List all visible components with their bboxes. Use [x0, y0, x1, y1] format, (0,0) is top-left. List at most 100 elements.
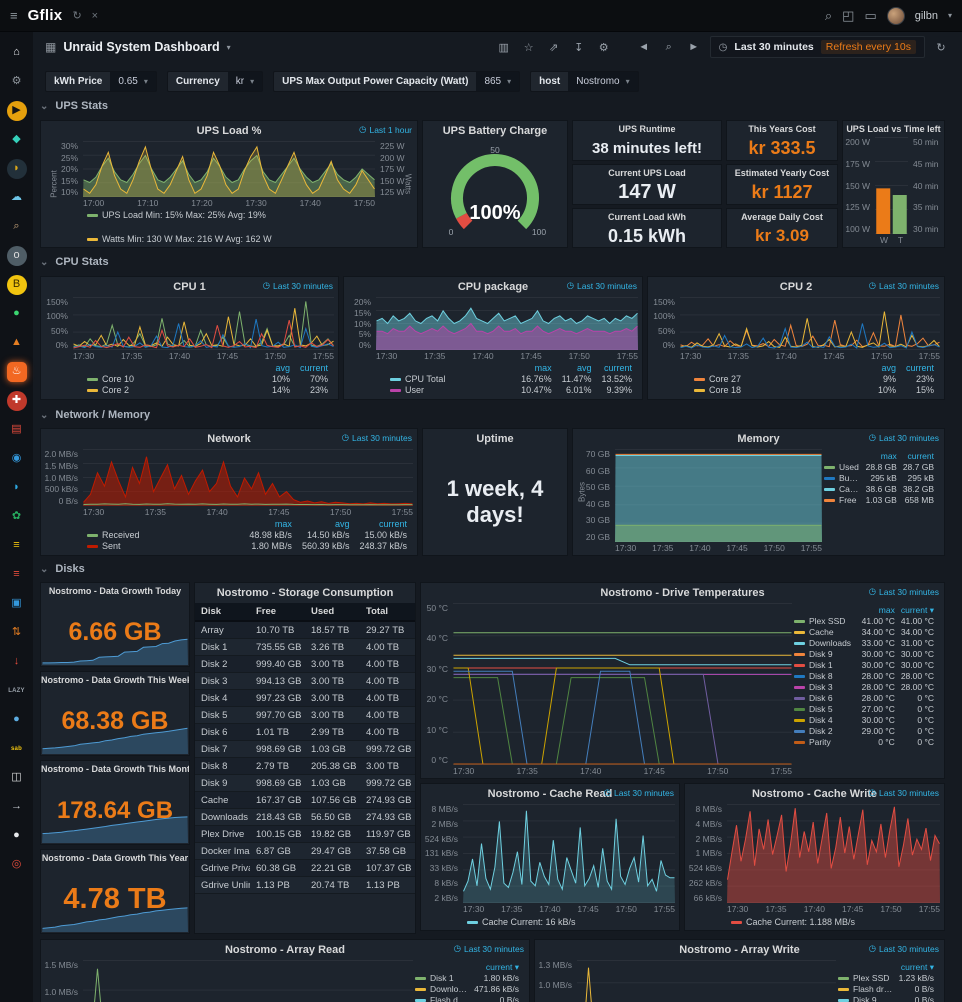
sidebar-item-unraid[interactable]: ♨ [0, 357, 33, 386]
legend-sort-header[interactable]: current [907, 451, 934, 461]
memory-chart[interactable] [615, 449, 822, 542]
legend[interactable]: max avg current CPU Total 16.76% 11.47% 13.52%… [344, 363, 642, 399]
legend-item[interactable]: Parity [794, 737, 856, 748]
variable-currency[interactable]: Currency kr ▾ [166, 71, 264, 92]
user-avatar[interactable] [886, 6, 905, 25]
legend-sort-header[interactable]: avg [334, 519, 350, 529]
panel-title[interactable]: UPS Load % [196, 125, 262, 137]
sidebar-item-heimdall[interactable]: ≡ [0, 531, 33, 560]
sidebar-item-github[interactable]: ● [0, 821, 33, 850]
sidebar-item-home[interactable]: ⌂ [0, 38, 33, 67]
legend-item[interactable]: Cache Current: 1.188 MB/s [731, 917, 855, 927]
variable-value-dropdown[interactable]: 0.65 ▾ [110, 72, 156, 91]
time-range-badge[interactable]: ◷ Last 1 hour [359, 124, 412, 135]
legend-item[interactable]: Disk 1 [415, 973, 468, 984]
sidebar-item-organizr[interactable]: ✿ [0, 502, 33, 531]
time-range-badge[interactable]: ◷ Last 30 minutes [869, 280, 939, 291]
panel-title[interactable]: CPU 2 [779, 281, 813, 293]
fullscreen-icon[interactable]: ◰ [842, 7, 855, 23]
network-chart[interactable] [83, 449, 413, 506]
legend-item[interactable]: Disk 9 [794, 649, 856, 660]
legend-item[interactable]: Core 27 [694, 374, 868, 385]
panel-title[interactable]: Nostromo - Storage Consumption [216, 587, 394, 599]
legend-item[interactable]: Disk 3 [794, 682, 856, 693]
panel-title[interactable]: Nostromo - Data Growth This Year [41, 853, 189, 863]
sidebar-item-transfers-app[interactable]: ⇅ [0, 618, 33, 647]
legend-item[interactable]: Core 18 [694, 385, 868, 396]
legend-item[interactable]: Core 2 [87, 385, 262, 396]
legend-item[interactable]: Flash drive [415, 995, 468, 1002]
save-dashboard-icon[interactable]: ↧ [574, 41, 584, 54]
panel-title[interactable]: This Years Cost [748, 124, 816, 134]
variable-ups-max-output[interactable]: UPS Max Output Power Capacity (Watt) 865 ▾ [273, 71, 521, 92]
legend-item[interactable]: Disk 5 [794, 704, 856, 715]
share-dashboard-icon[interactable]: ⇗ [549, 41, 559, 54]
legend[interactable]: current ▾ Plex SSD 1.23 kB/s Flash drive 0 B… [836, 960, 940, 1002]
variable-value-dropdown[interactable]: Nostromo ▾ [568, 72, 638, 91]
legend-item[interactable]: Cached [824, 484, 860, 495]
panel-title[interactable]: Nostromo - Data Growth This Week [41, 675, 189, 685]
legend-item[interactable]: Sent [87, 541, 239, 552]
legend-sort-header[interactable]: current ▾ [485, 962, 519, 972]
section-cpu-stats[interactable]: ⌄ CPU Stats [40, 256, 109, 268]
legend-item[interactable]: Buffered [824, 473, 860, 484]
sidebar-item-bazarr[interactable]: B [0, 270, 33, 299]
cpu1-chart[interactable] [73, 297, 334, 350]
sidebar-item-tools-app[interactable]: ▲ [0, 328, 33, 357]
time-range-badge[interactable]: ◷ Last 30 minutes [263, 280, 333, 291]
sidebar-item-uptime-app[interactable]: ● [0, 299, 33, 328]
star-dashboard-icon[interactable]: ☆ [523, 41, 534, 54]
search-icon[interactable]: ⌕ [824, 7, 833, 23]
legend-item[interactable]: Downloads [415, 984, 468, 995]
cpu-package-chart[interactable] [376, 297, 638, 350]
panel-title[interactable]: Nostromo - Array Write [679, 944, 800, 956]
variable-value-dropdown[interactable]: kr ▾ [227, 72, 263, 91]
panel-title[interactable]: Nostromo - Cache Write [751, 788, 878, 800]
legend[interactable]: avg current Core 10 10% 70% Core 2 14% 23% [41, 363, 338, 399]
sidebar-item-monitor-app[interactable]: ◉ [0, 444, 33, 473]
legend-sort-header[interactable]: max [878, 605, 895, 615]
panel-title[interactable]: UPS Load vs Time left [846, 124, 941, 134]
time-range-badge[interactable]: ◷ Last 30 minutes [342, 432, 412, 443]
panel-title[interactable]: UPS Runtime [618, 124, 676, 134]
sidebar-item-ombi[interactable]: o [0, 241, 33, 270]
menu-toggle-icon[interactable]: ≡ [10, 8, 18, 23]
panel-title[interactable]: Current Load kWh [608, 212, 686, 222]
sidebar-item-drop-app[interactable]: ● [0, 705, 33, 734]
dashboard-picker-icon[interactable]: ▦ [45, 40, 57, 54]
zoom-out-icon[interactable]: ⌕ [665, 40, 672, 53]
legend-sort-header[interactable]: current [378, 519, 407, 529]
panel-title[interactable]: Estimated Yearly Cost [734, 168, 830, 178]
time-range-badge[interactable]: ◷ Last 30 minutes [454, 943, 524, 954]
legend-item[interactable]: Downloads [794, 638, 856, 649]
legend-sort-header[interactable]: current [905, 363, 934, 373]
panel-title[interactable]: CPU package [457, 281, 529, 293]
cache-write-chart[interactable] [727, 804, 940, 903]
legend-sort-header[interactable]: avg [881, 363, 896, 373]
legend-sort-header[interactable]: current [299, 363, 328, 373]
sidebar-item-nzbget[interactable]: ▤ [0, 415, 33, 444]
panel-title[interactable]: UPS Battery Charge [442, 125, 548, 137]
array-write-chart[interactable] [577, 960, 836, 1002]
legend-item[interactable]: Disk 9 [838, 995, 893, 1002]
legend-item[interactable]: Free [824, 495, 860, 506]
dashboard-settings-icon[interactable]: ⚙ [598, 41, 609, 54]
legend-item[interactable]: UPS Load Min: 15% Max: 25% Avg: 19% [87, 210, 266, 220]
sidebar-item-target-app[interactable]: ◎ [0, 850, 33, 879]
section-network-memory[interactable]: ⌄ Network / Memory [40, 409, 150, 421]
time-range-badge[interactable]: ◷ Last 30 minutes [869, 787, 939, 798]
sidebar-item-settings[interactable]: ⚙ [0, 67, 33, 96]
legend[interactable]: Cache Current: 1.188 MB/s [685, 916, 944, 930]
legend-item[interactable]: Received [87, 530, 239, 541]
sidebar-item-sonarr[interactable]: ◆ [0, 125, 33, 154]
sidebar-item-pihole[interactable]: ✚ [0, 386, 33, 415]
cache-read-chart[interactable] [463, 804, 675, 903]
panel-title[interactable]: Memory [737, 433, 780, 445]
refresh-dashboard-icon[interactable]: ↻ [936, 41, 946, 54]
legend-item[interactable]: Used [824, 462, 860, 473]
sidebar-item-downloads-app[interactable]: ↓ [0, 647, 33, 676]
ups-load-chart[interactable] [83, 141, 375, 197]
legend-item[interactable]: Plex SSD [838, 973, 893, 984]
panel-title[interactable]: Nostromo - Array Read [224, 944, 345, 956]
panel-title[interactable]: Current UPS Load [608, 168, 686, 178]
